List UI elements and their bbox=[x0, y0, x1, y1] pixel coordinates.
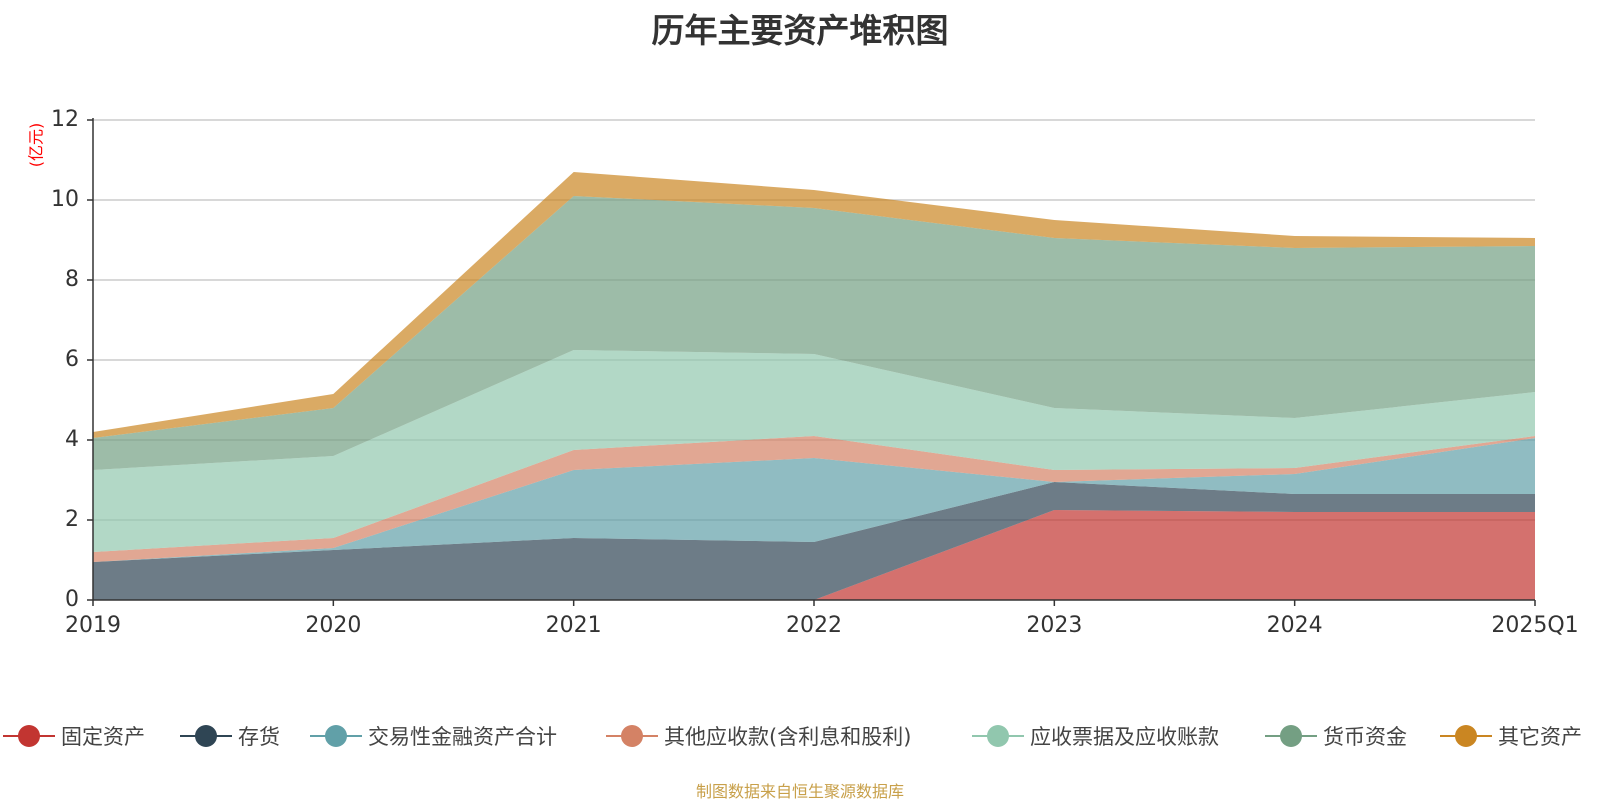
area-series bbox=[93, 172, 1535, 600]
x-tick-label: 2025Q1 bbox=[1491, 613, 1578, 638]
area-3 bbox=[93, 438, 1535, 562]
x-tick-label: 2023 bbox=[1026, 613, 1082, 638]
y-tick-label: 2 bbox=[65, 507, 79, 532]
legend: 固定资产 存货 交易性金融资产合计 其他应收款(含利息和股利) 应收票据及应收账款 货币资… bbox=[0, 719, 1600, 753]
area-5 bbox=[93, 350, 1535, 552]
legend-item[interactable]: 其它资产 bbox=[1440, 719, 1582, 753]
x-tick-label: 2020 bbox=[305, 613, 361, 638]
y-tick-label: 10 bbox=[51, 187, 79, 212]
legend-marker-icon bbox=[310, 725, 362, 747]
legend-item[interactable]: 交易性金融资产合计 bbox=[310, 719, 557, 753]
legend-label: 固定资产 bbox=[61, 725, 145, 749]
legend-item[interactable]: 应收票据及应收账款 bbox=[972, 719, 1219, 753]
legend-label: 应收票据及应收账款 bbox=[1030, 725, 1219, 749]
area-1 bbox=[93, 510, 1535, 600]
source-note: 制图数据来自恒生聚源数据库 bbox=[695, 782, 904, 801]
area-7 bbox=[93, 172, 1535, 438]
legend-marker-icon bbox=[180, 725, 232, 747]
legend-label: 交易性金融资产合计 bbox=[368, 725, 557, 749]
legend-marker-icon bbox=[3, 725, 55, 747]
legend-item[interactable]: 货币资金 bbox=[1265, 719, 1407, 753]
y-tick-label: 0 bbox=[65, 587, 79, 612]
axes: 0 2 4 6 8 10 12 2019 2020 2021 2022 2023 2024 2025Q1 bbox=[51, 107, 1579, 638]
legend-item[interactable]: 其他应收款(含利息和股利) bbox=[606, 719, 911, 753]
chart-title: 历年主要资产堆积图 bbox=[651, 11, 949, 50]
y-axis-unit-label: (亿元) bbox=[27, 123, 46, 168]
legend-marker-icon bbox=[1265, 725, 1317, 747]
legend-label: 货币资金 bbox=[1323, 725, 1407, 749]
x-tick-label: 2021 bbox=[546, 613, 602, 638]
legend-label: 其他应收款(含利息和股利) bbox=[664, 725, 912, 749]
legend-label: 存货 bbox=[238, 725, 280, 749]
x-tick-label: 2019 bbox=[65, 613, 121, 638]
y-tick-label: 6 bbox=[65, 347, 79, 372]
legend-marker-icon bbox=[1440, 725, 1492, 747]
legend-marker-icon bbox=[606, 725, 658, 747]
y-tick-label: 4 bbox=[65, 427, 79, 452]
y-tick-label: 8 bbox=[65, 267, 79, 292]
x-tick-label: 2024 bbox=[1267, 613, 1323, 638]
legend-item[interactable]: 存货 bbox=[180, 719, 280, 753]
area-6 bbox=[93, 196, 1535, 470]
area-2 bbox=[93, 482, 1535, 600]
legend-marker-icon bbox=[972, 725, 1024, 747]
x-tick-label: 2022 bbox=[786, 613, 842, 638]
y-tick-label: 12 bbox=[51, 107, 79, 132]
legend-label: 其它资产 bbox=[1498, 725, 1582, 749]
legend-item[interactable]: 固定资产 bbox=[3, 719, 145, 753]
area-4 bbox=[93, 436, 1535, 562]
